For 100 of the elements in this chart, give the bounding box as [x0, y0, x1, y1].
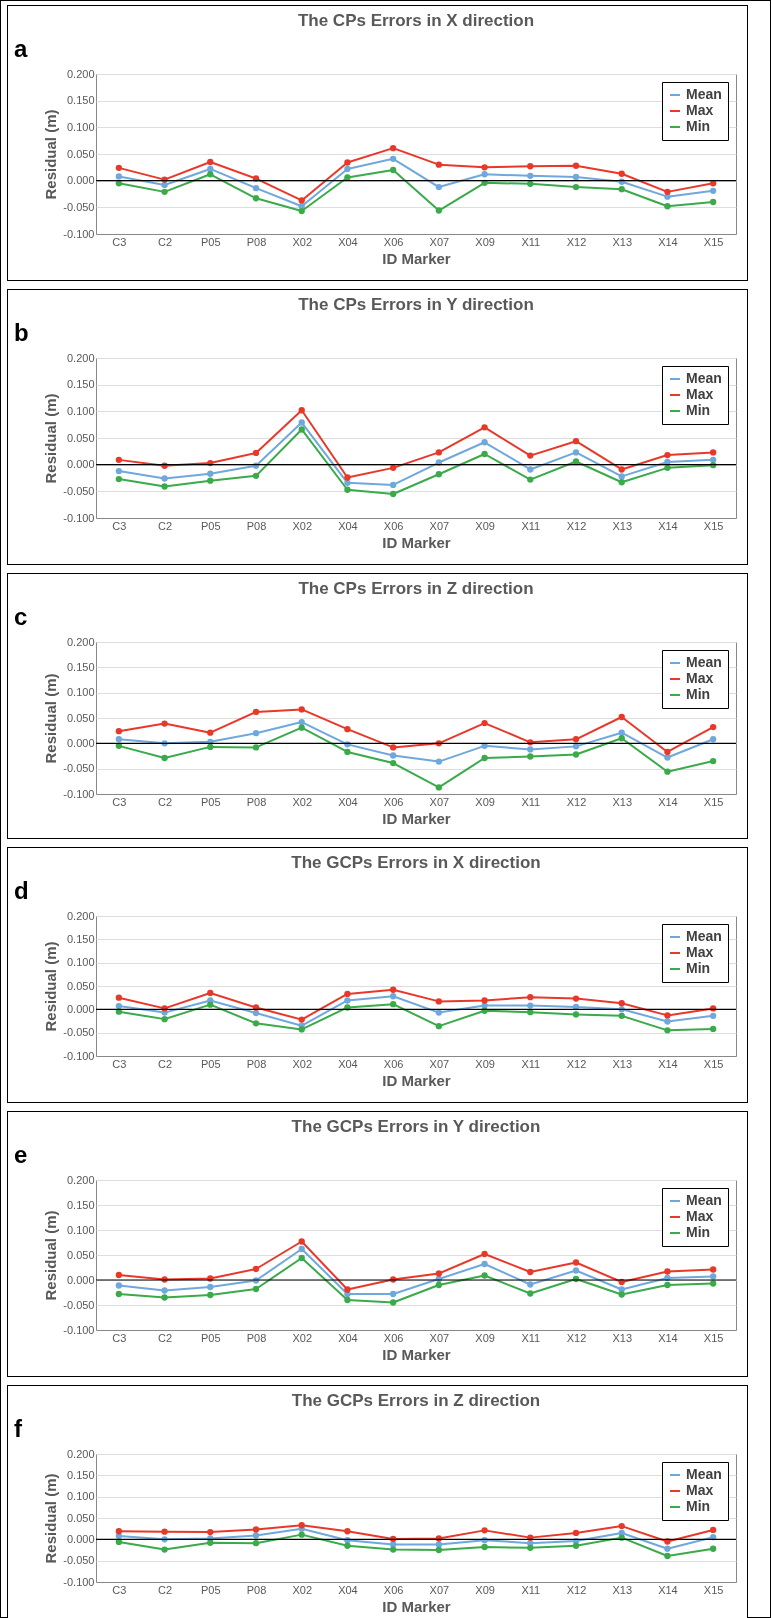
y-tick-label: 0.100 [66, 956, 95, 969]
x-tick-label: X12 [566, 795, 587, 808]
x-tick-label: X04 [338, 1331, 358, 1344]
x-tick-label: X09 [475, 1331, 495, 1344]
legend-label: Max [686, 944, 714, 960]
y-tick-label: 0.050 [66, 1511, 95, 1524]
x-tick-label: C2 [158, 1583, 173, 1596]
x-tick-label: X13 [612, 519, 632, 532]
chart-title: The CPs Errors in X direction [297, 11, 535, 30]
x-axis-title: ID Marker [382, 809, 451, 827]
x-tick-label: X06 [383, 1331, 404, 1344]
x-tick-label: X15 [703, 795, 724, 808]
y-tick-label: 0.200 [66, 67, 95, 80]
x-tick-label: X04 [338, 519, 358, 532]
y-tick-label: 0.000 [66, 458, 95, 471]
x-tick-label: X15 [703, 519, 724, 532]
text: c [14, 603, 28, 630]
y-tick-label: -0.050 [63, 1026, 95, 1039]
text: d [14, 877, 29, 904]
x-tick-label: X07 [429, 1583, 450, 1596]
legend-label: Min [686, 118, 711, 134]
y-tick-label: 0.050 [66, 431, 95, 444]
x-tick-label: X11 [521, 1057, 541, 1070]
legend-label: Min [686, 402, 711, 418]
x-axis-title: ID Marker [382, 1071, 451, 1089]
text: b [14, 319, 29, 346]
x-axis-title: ID Marker [382, 1345, 451, 1363]
x-tick-label: X14 [658, 795, 678, 808]
chart-title: The CPs Errors in Y direction [298, 295, 534, 314]
y-tick-label: -0.100 [63, 1575, 95, 1588]
x-tick-label: X14 [658, 235, 678, 248]
x-tick-label: X14 [658, 1331, 678, 1344]
x-tick-label: X06 [383, 519, 404, 532]
y-tick-label: 0.000 [66, 1002, 95, 1015]
x-tick-label: X15 [703, 235, 724, 248]
y-axis-title: Residual (m) [42, 673, 60, 764]
x-tick-label: X04 [338, 1583, 358, 1596]
x-tick-label: X12 [566, 1331, 587, 1344]
x-tick-label: P08 [246, 1583, 267, 1596]
legend-label: Max [686, 102, 714, 118]
x-tick-label: X02 [292, 795, 312, 808]
x-tick-label: P08 [246, 1057, 267, 1070]
y-tick-label: 0.150 [66, 1468, 95, 1481]
y-tick-label: 0.000 [66, 736, 95, 749]
x-tick-label: P05 [201, 795, 221, 808]
x-tick-label: C3 [112, 1331, 127, 1344]
x-tick-label: X06 [383, 1583, 404, 1596]
legend-label: Min [686, 686, 711, 702]
legend-label: Min [686, 1498, 711, 1514]
y-tick-label: 0.150 [66, 1198, 95, 1211]
x-tick-label: P08 [246, 795, 267, 808]
y-axis-title: Residual (m) [42, 1473, 60, 1564]
x-tick-label: X14 [658, 519, 678, 532]
x-tick-label: X14 [658, 1057, 678, 1070]
x-tick-label: X11 [521, 1331, 541, 1344]
x-tick-label: X09 [475, 795, 495, 808]
x-tick-label: X07 [429, 1057, 450, 1070]
x-tick-label: X11 [521, 235, 541, 248]
x-axis-title: ID Marker [382, 1597, 451, 1615]
x-tick-label: X09 [475, 519, 495, 532]
legend-label: Min [686, 1224, 711, 1240]
x-tick-label: X02 [292, 519, 312, 532]
y-tick-label: 0.150 [66, 94, 95, 107]
x-tick-label: C2 [158, 1057, 173, 1070]
y-tick-label: 0.100 [66, 686, 95, 699]
y-tick-label: 0.200 [66, 1173, 95, 1186]
legend-label: Max [686, 386, 714, 402]
legend-label: Mean [686, 654, 722, 670]
chart-title: The GCPs Errors in X direction [291, 853, 541, 872]
legend-label: Mean [686, 1466, 722, 1482]
x-tick-label: X12 [566, 1583, 587, 1596]
y-tick-label: 0.200 [66, 909, 95, 922]
x-tick-label: X06 [383, 235, 404, 248]
x-tick-label: X07 [429, 1331, 450, 1344]
x-tick-label: X13 [612, 1331, 632, 1344]
legend-label: Mean [686, 370, 722, 386]
y-tick-label: 0.200 [66, 351, 95, 364]
y-tick-label: 0.050 [66, 711, 95, 724]
x-tick-label: P05 [201, 519, 221, 532]
x-axis-title: ID Marker [382, 249, 451, 267]
x-tick-label: X09 [475, 235, 495, 248]
y-tick-label: -0.050 [63, 1554, 95, 1567]
y-tick-label: -0.050 [63, 762, 95, 775]
x-tick-label: X12 [566, 235, 587, 248]
x-tick-label: C2 [158, 795, 173, 808]
legend-label: Mean [686, 86, 722, 102]
x-tick-label: C3 [112, 519, 127, 532]
x-tick-label: X11 [521, 795, 541, 808]
x-tick-label: X13 [612, 795, 632, 808]
x-axis-title: ID Marker [382, 533, 451, 551]
x-tick-label: C3 [112, 1057, 127, 1070]
x-tick-label: X02 [292, 235, 312, 248]
legend-label: Min [686, 960, 711, 976]
y-tick-label: 0.200 [66, 635, 95, 648]
x-tick-label: P08 [246, 519, 267, 532]
x-tick-label: X02 [292, 1057, 312, 1070]
y-tick-label: -0.050 [63, 484, 95, 497]
y-tick-label: -0.100 [63, 511, 95, 524]
chart-title: The GCPs Errors in Z direction [291, 1391, 541, 1410]
x-tick-label: X13 [612, 1583, 632, 1596]
